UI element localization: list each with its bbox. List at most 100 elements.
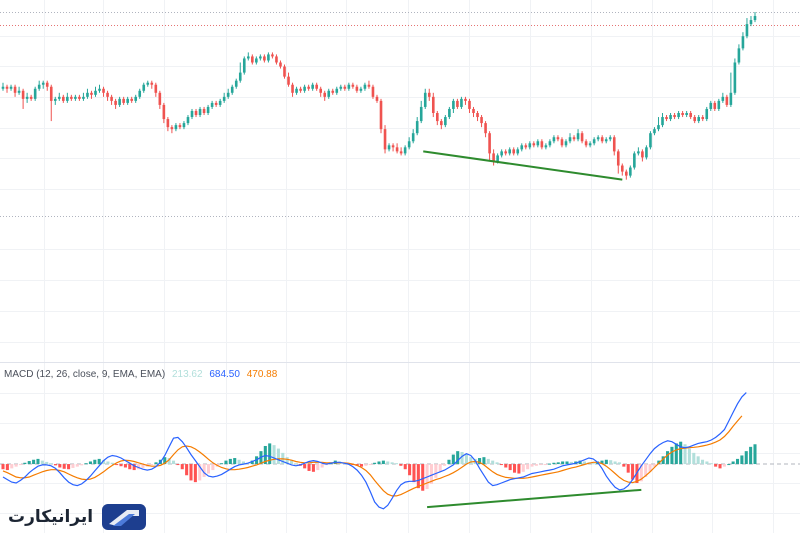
macd-histogram-bar xyxy=(1,464,5,470)
macd-histogram-bar xyxy=(167,458,171,465)
candle-body xyxy=(616,151,620,166)
macd-histogram-bar xyxy=(211,464,215,471)
macd-histogram-bar xyxy=(368,464,372,466)
macd-histogram-bar xyxy=(600,460,604,465)
candle-body xyxy=(560,139,564,146)
candle-body xyxy=(178,125,182,128)
macd-histogram-bar xyxy=(552,462,556,465)
candle-body xyxy=(355,86,359,91)
macd-legend-label: MACD (12, 26, close, 9, EMA, EMA) xyxy=(4,369,166,380)
candle-body xyxy=(661,117,664,126)
macd-histogram-bar xyxy=(547,463,552,465)
candle-body xyxy=(162,104,166,120)
macd-histogram-bar xyxy=(486,458,490,465)
candle-body xyxy=(588,143,592,146)
macd-histogram-bar xyxy=(539,464,543,466)
macd-histogram-bar xyxy=(722,464,726,467)
candle-body xyxy=(98,88,101,91)
candle-body xyxy=(608,137,612,140)
candle-body xyxy=(741,36,745,49)
macd-legend-macd-value: 684.50 xyxy=(209,369,240,380)
macd-histogram-bar xyxy=(692,452,696,465)
candle-body xyxy=(363,84,367,89)
candle-body xyxy=(379,100,383,130)
macd-histogram-bar xyxy=(320,464,324,468)
macd-histogram-bar xyxy=(416,464,420,489)
macd-histogram-bar xyxy=(735,458,740,465)
macd-histogram-bar xyxy=(705,461,709,465)
candle-body xyxy=(271,54,274,57)
candle-body xyxy=(13,86,17,93)
macd-histogram-bar xyxy=(482,457,486,465)
macd-histogram-bar xyxy=(499,464,503,466)
candle-body xyxy=(419,106,423,122)
macd-histogram-bar xyxy=(753,444,757,465)
macd-histogram-bar xyxy=(276,448,280,465)
macd-histogram-bar xyxy=(268,443,272,465)
macd-histogram-bar xyxy=(290,460,294,465)
candle-body xyxy=(520,145,524,150)
macd-histogram-bar xyxy=(303,464,307,469)
candle-body xyxy=(66,96,69,101)
candle-body xyxy=(33,88,37,99)
macd-histogram-bar xyxy=(45,461,49,465)
candle-body xyxy=(291,84,294,93)
macd-histogram-bar xyxy=(460,452,464,465)
macd-histogram-bar xyxy=(543,464,547,466)
candle-body xyxy=(500,151,503,156)
watermark-logo: ایرانیکارت xyxy=(8,500,149,534)
candle-body xyxy=(415,121,419,134)
macd-histogram-bar xyxy=(517,464,521,474)
macd-histogram-bar xyxy=(670,446,674,465)
candle-body xyxy=(512,149,516,154)
macd-histogram-bar xyxy=(36,458,40,465)
macd-histogram-bar xyxy=(193,464,197,483)
candle-body xyxy=(339,86,343,89)
macd-histogram-bar xyxy=(285,457,289,465)
candle-body xyxy=(90,92,93,95)
macd-histogram-bar xyxy=(163,457,167,465)
candle-body xyxy=(580,133,584,142)
macd-histogram-bar xyxy=(250,460,254,465)
candle-body xyxy=(142,84,146,91)
candle-body xyxy=(484,123,487,134)
macd-histogram-bar xyxy=(23,462,27,465)
macd-histogram-bar xyxy=(14,464,18,467)
candle-body xyxy=(395,147,399,152)
macd-histogram-bar xyxy=(311,464,315,472)
candle-body xyxy=(637,151,640,154)
macd-histogram-bar xyxy=(123,464,127,468)
macd-histogram-bar xyxy=(58,464,62,468)
macd-histogram-bar xyxy=(530,464,534,467)
macd-histogram-bar xyxy=(683,444,687,465)
candle-body xyxy=(45,82,49,87)
macd-histogram-bar xyxy=(176,464,180,466)
candle-body xyxy=(564,141,568,146)
macd-histogram-bar xyxy=(556,462,560,465)
candle-body xyxy=(138,90,142,97)
candle-body xyxy=(657,125,660,130)
candle-body xyxy=(198,108,202,116)
candle-body xyxy=(53,98,57,101)
candle-body xyxy=(596,137,600,140)
macd-histogram-bar xyxy=(137,464,141,470)
candle-body xyxy=(202,108,206,113)
macd-histogram-bar xyxy=(648,464,652,472)
candle-body xyxy=(440,121,443,126)
macd-histogram-bar xyxy=(744,451,748,465)
macd-histogram-bar xyxy=(97,458,101,465)
candle-body xyxy=(130,98,133,101)
macd-histogram-bar xyxy=(171,460,176,465)
watermark-text: ایرانیکارت xyxy=(8,507,94,527)
candle-body xyxy=(709,102,713,109)
macd-histogram-bar xyxy=(294,463,298,465)
candlestick-series xyxy=(1,12,757,180)
candle-body xyxy=(693,117,696,122)
candle-body xyxy=(331,90,335,93)
macd-histogram-bar xyxy=(727,464,731,466)
candle-body xyxy=(5,86,9,89)
candle-body xyxy=(311,84,314,89)
candle-body xyxy=(536,141,540,146)
macd-histogram-bar xyxy=(561,461,565,465)
